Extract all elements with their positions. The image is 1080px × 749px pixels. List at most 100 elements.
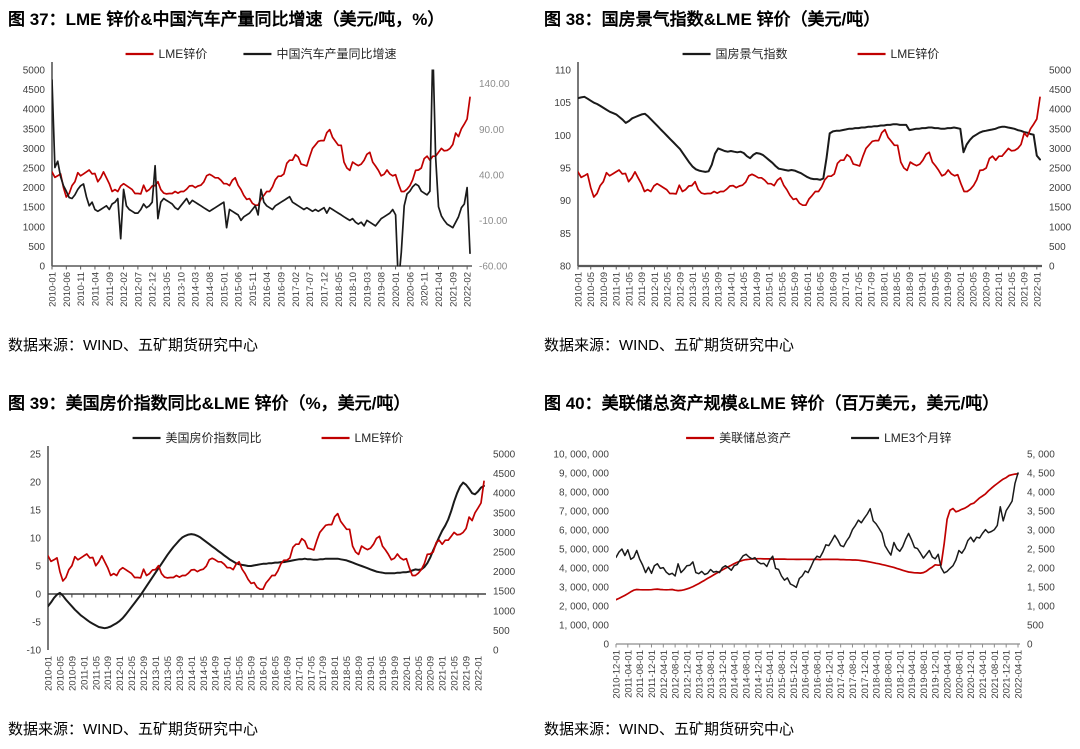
svg-text:2017-12-01: 2017-12-01 bbox=[860, 650, 871, 699]
svg-text:2021-09: 2021-09 bbox=[1020, 272, 1031, 307]
svg-text:2018-01: 2018-01 bbox=[330, 656, 341, 691]
svg-text:2013-05: 2013-05 bbox=[162, 272, 173, 307]
svg-text:2012-12: 2012-12 bbox=[148, 272, 159, 307]
svg-text:95: 95 bbox=[560, 164, 572, 175]
svg-text:2500: 2500 bbox=[493, 548, 516, 559]
svg-text:90: 90 bbox=[560, 196, 572, 207]
svg-text:2013-01: 2013-01 bbox=[151, 656, 162, 691]
svg-text:2017-08-01: 2017-08-01 bbox=[848, 650, 859, 699]
svg-text:LME锌价: LME锌价 bbox=[355, 431, 404, 445]
svg-text:2012-01: 2012-01 bbox=[650, 272, 661, 307]
svg-text:3, 000, 000: 3, 000, 000 bbox=[559, 583, 609, 594]
svg-text:4, 000: 4, 000 bbox=[1027, 488, 1055, 499]
svg-text:2016-01: 2016-01 bbox=[803, 272, 814, 307]
svg-text:0: 0 bbox=[39, 262, 45, 273]
svg-text:2010-09: 2010-09 bbox=[599, 272, 610, 307]
svg-text:2015-04-01: 2015-04-01 bbox=[765, 650, 776, 699]
figure-37: 图 37：LME 锌价&中国汽车产量同比增速（美元/吨，%） LME锌价 中国汽车… bbox=[8, 8, 532, 355]
svg-text:2021-08-01: 2021-08-01 bbox=[990, 650, 1001, 699]
svg-text:2012-02: 2012-02 bbox=[119, 272, 130, 307]
svg-text:2022-04-01: 2022-04-01 bbox=[1014, 650, 1025, 699]
svg-text:2021-01: 2021-01 bbox=[994, 272, 1005, 307]
svg-text:2015-11: 2015-11 bbox=[248, 272, 259, 306]
svg-text:2010-09: 2010-09 bbox=[67, 656, 78, 691]
svg-text:1500: 1500 bbox=[493, 587, 516, 598]
svg-text:2019-09: 2019-09 bbox=[390, 656, 401, 691]
svg-text:2015-09: 2015-09 bbox=[247, 656, 258, 691]
svg-text:80: 80 bbox=[560, 262, 572, 273]
svg-text:2011-09: 2011-09 bbox=[103, 656, 114, 690]
figure-39: 图 39：美国房价指数同比&LME 锌价（%，美元/吨） 美国房价指数同比 LME… bbox=[8, 392, 532, 739]
svg-text:2018-10: 2018-10 bbox=[348, 272, 359, 307]
svg-text:2017-02: 2017-02 bbox=[291, 272, 302, 307]
svg-text:2019-08: 2019-08 bbox=[377, 272, 388, 307]
svg-text:2014-08: 2014-08 bbox=[205, 272, 216, 307]
svg-text:2021-12-01: 2021-12-01 bbox=[1002, 650, 1013, 699]
svg-text:1000: 1000 bbox=[23, 222, 46, 233]
svg-text:105: 105 bbox=[554, 98, 571, 109]
svg-text:2014-12-01: 2014-12-01 bbox=[753, 650, 764, 699]
svg-text:3, 500: 3, 500 bbox=[1027, 507, 1055, 518]
svg-text:2020-09: 2020-09 bbox=[426, 656, 437, 691]
svg-text:2011-04-01: 2011-04-01 bbox=[623, 650, 634, 698]
svg-text:2019-04-01: 2019-04-01 bbox=[907, 650, 918, 699]
svg-text:2014-09: 2014-09 bbox=[211, 656, 222, 691]
svg-text:10: 10 bbox=[30, 534, 42, 545]
chart-39-svg: 美国房价指数同比 LME锌价 -10 -5 0 5 10 15 20 25 0 500 1000 1500… bbox=[27, 430, 516, 691]
svg-text:2015-09: 2015-09 bbox=[790, 272, 801, 307]
svg-text:2018-09: 2018-09 bbox=[354, 656, 365, 691]
svg-text:5000: 5000 bbox=[23, 66, 46, 77]
svg-text:2010-06: 2010-06 bbox=[62, 272, 73, 307]
svg-text:2013-05: 2013-05 bbox=[701, 272, 712, 307]
svg-text:2010-11: 2010-11 bbox=[76, 272, 87, 306]
svg-text:2014-05: 2014-05 bbox=[199, 656, 210, 691]
svg-text:5000: 5000 bbox=[493, 450, 516, 461]
svg-text:2020-12-01: 2020-12-01 bbox=[966, 650, 977, 699]
figure-37-title: 图 37：LME 锌价&中国汽车产量同比增速（美元/吨，%） bbox=[8, 10, 445, 29]
svg-text:美联储总资产: 美联储总资产 bbox=[719, 430, 791, 445]
svg-text:40.00: 40.00 bbox=[479, 170, 504, 181]
svg-text:100: 100 bbox=[554, 131, 571, 142]
svg-text:美国房价指数同比: 美国房价指数同比 bbox=[166, 430, 262, 445]
svg-text:2012-05: 2012-05 bbox=[127, 656, 138, 691]
svg-text:2013-08-01: 2013-08-01 bbox=[706, 650, 717, 699]
svg-text:-10: -10 bbox=[27, 646, 42, 657]
svg-text:10, 000, 000: 10, 000, 000 bbox=[553, 450, 609, 461]
svg-text:2011-09: 2011-09 bbox=[105, 272, 116, 306]
figure-38: 图 38：国房景气指数&LME 锌价（美元/吨） 国房景气指数 LME锌价 80 85… bbox=[544, 8, 1076, 355]
svg-text:2020-01: 2020-01 bbox=[956, 272, 967, 307]
svg-text:2012-01: 2012-01 bbox=[115, 656, 126, 691]
svg-text:2020-04-01: 2020-04-01 bbox=[943, 650, 954, 699]
svg-text:-5: -5 bbox=[32, 618, 41, 629]
svg-text:2016-04: 2016-04 bbox=[262, 272, 273, 307]
svg-text:2013-09: 2013-09 bbox=[175, 656, 186, 691]
svg-text:2010-01: 2010-01 bbox=[44, 656, 55, 691]
svg-text:2012-08-01: 2012-08-01 bbox=[671, 650, 682, 699]
figure-40: 图 40：美联储总资产规模&LME 锌价（百万美元，美元/吨） 美联储总资产 LM… bbox=[544, 392, 1074, 739]
svg-text:LME锌价: LME锌价 bbox=[891, 47, 940, 61]
svg-text:2022-01: 2022-01 bbox=[474, 656, 485, 691]
svg-text:2016-05: 2016-05 bbox=[271, 656, 282, 691]
svg-text:2018-12-01: 2018-12-01 bbox=[895, 650, 906, 699]
svg-text:2012-04-01: 2012-04-01 bbox=[659, 650, 670, 699]
svg-text:2014-08-01: 2014-08-01 bbox=[742, 650, 753, 699]
figure-40-source: 数据来源：WIND、五矿期货研究中心 bbox=[544, 721, 794, 738]
svg-text:4500: 4500 bbox=[23, 85, 46, 96]
svg-text:4000: 4000 bbox=[23, 105, 46, 116]
svg-text:2010-01: 2010-01 bbox=[48, 272, 59, 307]
svg-text:2019-05: 2019-05 bbox=[378, 656, 389, 691]
svg-text:2015-01: 2015-01 bbox=[765, 272, 776, 307]
svg-text:1000: 1000 bbox=[493, 606, 516, 617]
svg-text:1, 000: 1, 000 bbox=[1027, 602, 1055, 613]
svg-text:2016-12-01: 2016-12-01 bbox=[824, 650, 835, 699]
svg-text:500: 500 bbox=[493, 626, 510, 637]
svg-text:2019-09: 2019-09 bbox=[943, 272, 954, 307]
svg-text:3500: 3500 bbox=[23, 124, 46, 135]
svg-text:2016-05: 2016-05 bbox=[816, 272, 827, 307]
svg-text:25: 25 bbox=[30, 450, 42, 461]
svg-text:2012-05: 2012-05 bbox=[663, 272, 674, 307]
svg-text:2017-04-01: 2017-04-01 bbox=[836, 650, 847, 699]
svg-text:2012-12-01: 2012-12-01 bbox=[682, 650, 693, 699]
svg-text:2021-01: 2021-01 bbox=[438, 656, 449, 691]
